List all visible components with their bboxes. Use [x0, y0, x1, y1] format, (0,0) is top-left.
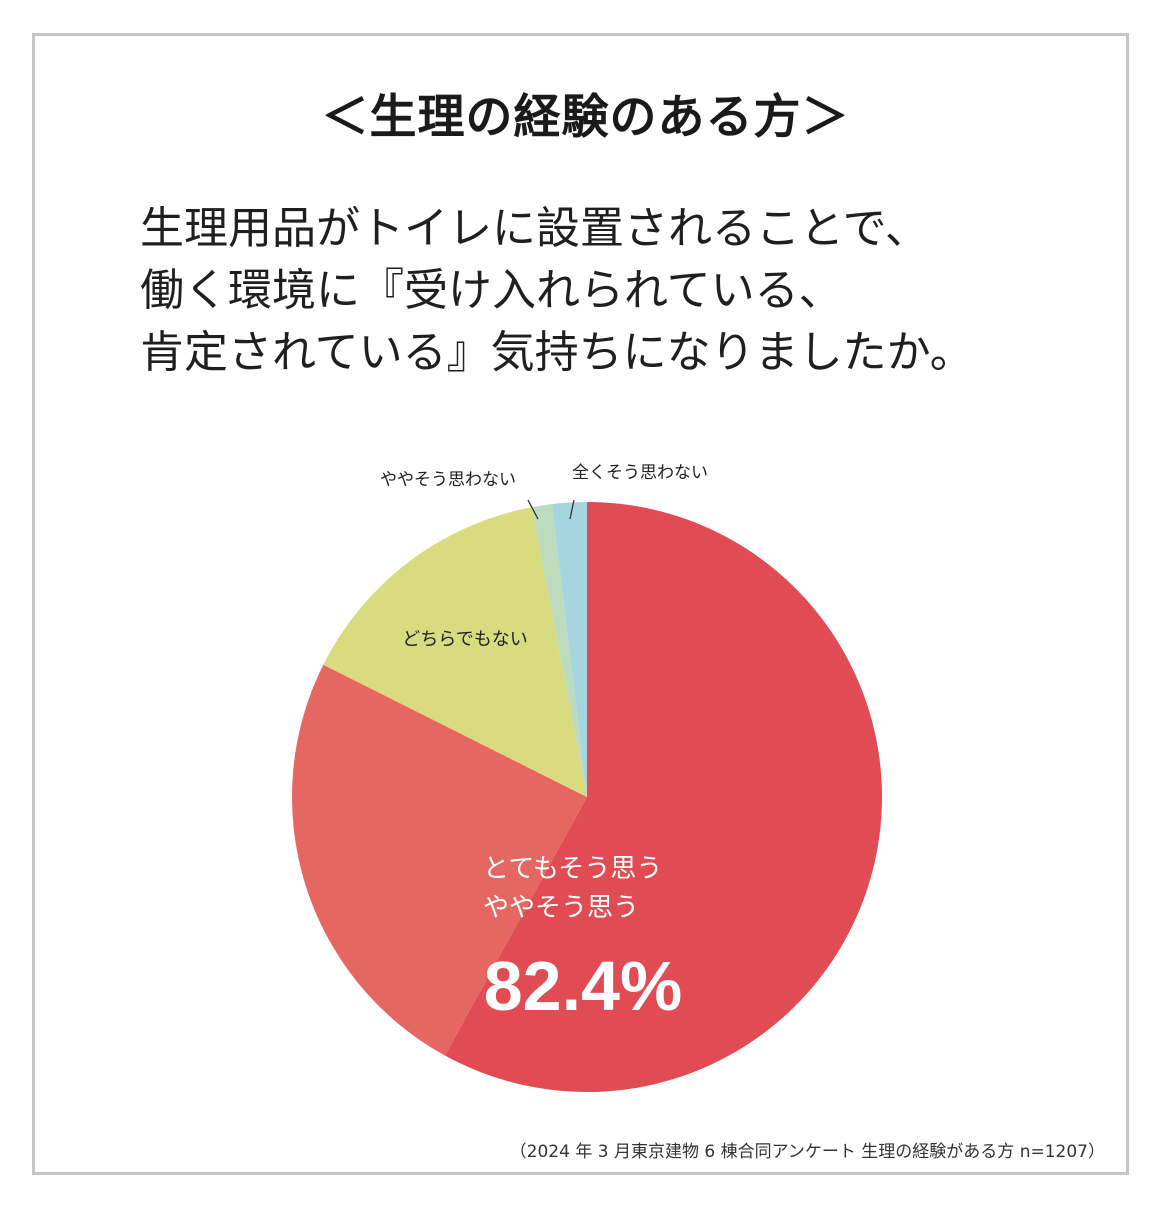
question-line-3: 肯定されている』気持ちになりましたか。 [140, 327, 974, 378]
label-somewhat-disagree: ややそう思わない [380, 470, 516, 490]
highlight-label-line-1: とてもそう思う [483, 854, 662, 884]
question-line-2: 働く環境に『受け入れられている、 [140, 265, 843, 316]
leader-line-strongly-disagree [569, 499, 575, 520]
pie-slices [291, 502, 882, 1092]
question-line-1: 生理用品がトイレに設置されることで、 [140, 203, 929, 254]
label-neutral: どちらでもない [402, 629, 527, 650]
chart-heading: ＜生理の経験のある方＞ [321, 90, 850, 145]
label-strongly-disagree: 全くそう思わない [572, 463, 708, 483]
pie-slice-5 [551, 502, 587, 797]
pie-slice-1 [444, 502, 882, 1092]
highlight-value: 82.4% [484, 947, 682, 1025]
source-footnote: （2024 年 3 月東京建物 6 棟合同アンケート 生理の経験がある方 n=1… [509, 1142, 1105, 1162]
leader-line-somewhat-disagree [527, 499, 539, 520]
pie-slice-4 [531, 504, 587, 797]
survey-question: 生理用品がトイレに設置されることで、 働く環境に『受け入れられている、 肯定され… [140, 198, 1100, 384]
highlight-label-line-2: ややそう思う [483, 893, 639, 923]
pie-slice-3 [323, 507, 587, 797]
pie-slice-2 [291, 664, 587, 1056]
